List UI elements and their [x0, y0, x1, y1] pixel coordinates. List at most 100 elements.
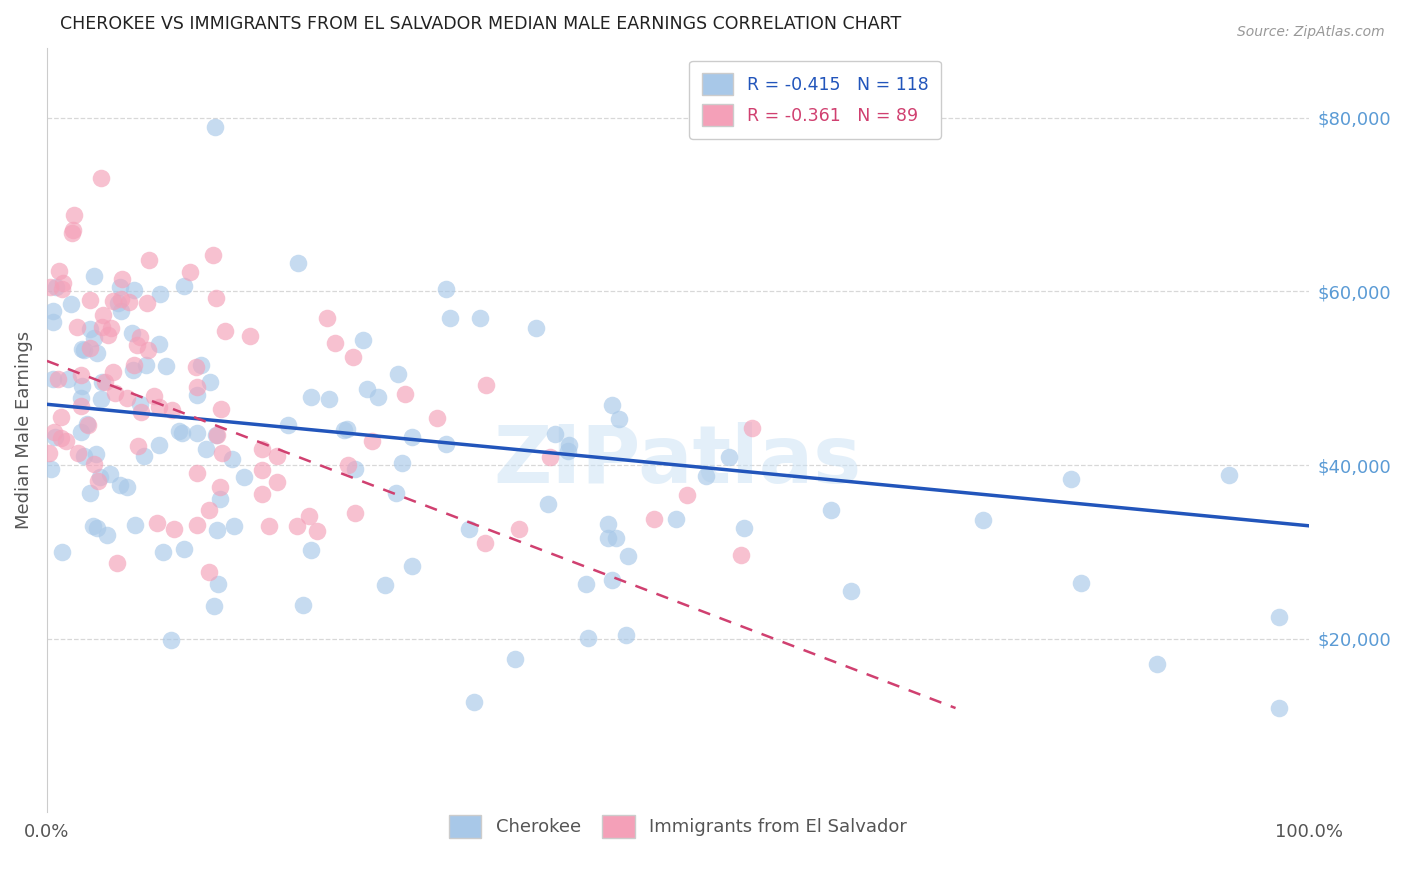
Point	[839, 583, 862, 598]
Point	[42, 303, 65, 318]
Point	[104, 385, 127, 400]
Point	[266, 475, 288, 489]
Point	[44, 430, 66, 444]
Point	[115, 480, 138, 494]
Point	[665, 512, 688, 526]
Point	[101, 293, 124, 308]
Point	[186, 359, 208, 374]
Point	[356, 383, 378, 397]
Point	[79, 293, 101, 308]
Point	[122, 283, 145, 297]
Point	[458, 522, 481, 536]
Point	[524, 320, 547, 334]
Point	[557, 443, 579, 458]
Point	[222, 519, 245, 533]
Point	[142, 389, 165, 403]
Point	[42, 315, 65, 329]
Point	[614, 628, 637, 642]
Point	[70, 368, 93, 383]
Point	[111, 272, 134, 286]
Point	[259, 519, 281, 533]
Point	[70, 425, 93, 439]
Point	[717, 450, 740, 464]
Point	[83, 458, 105, 472]
Point	[596, 531, 619, 545]
Point	[90, 392, 112, 406]
Point	[197, 565, 219, 579]
Y-axis label: Median Male Earnings: Median Male Earnings	[15, 331, 32, 529]
Point	[148, 336, 170, 351]
Point	[474, 536, 496, 550]
Point	[48, 264, 70, 278]
Point	[51, 282, 73, 296]
Point	[127, 439, 149, 453]
Point	[66, 320, 89, 334]
Point	[342, 350, 364, 364]
Point	[51, 431, 73, 445]
Point	[820, 503, 842, 517]
Point	[51, 545, 73, 559]
Point	[91, 375, 114, 389]
Point	[299, 543, 322, 558]
Point	[97, 327, 120, 342]
Point	[209, 492, 232, 507]
Point	[352, 333, 374, 347]
Point	[221, 452, 243, 467]
Point	[42, 371, 65, 385]
Point	[538, 450, 561, 464]
Point	[38, 446, 60, 460]
Point	[66, 446, 89, 460]
Point	[73, 343, 96, 357]
Point	[211, 446, 233, 460]
Point	[155, 359, 177, 374]
Point	[86, 521, 108, 535]
Point	[186, 388, 208, 402]
Point	[205, 291, 228, 305]
Point	[124, 517, 146, 532]
Point	[1267, 701, 1289, 715]
Point	[121, 363, 143, 377]
Point	[730, 548, 752, 562]
Point	[194, 442, 217, 457]
Point	[115, 392, 138, 406]
Point	[205, 428, 228, 442]
Point	[207, 427, 229, 442]
Point	[544, 427, 567, 442]
Point	[239, 329, 262, 343]
Point	[79, 322, 101, 336]
Point	[160, 403, 183, 417]
Point	[52, 276, 75, 290]
Point	[299, 390, 322, 404]
Point	[107, 296, 129, 310]
Point	[508, 522, 530, 536]
Point	[426, 411, 449, 425]
Point	[360, 434, 382, 448]
Point	[576, 631, 599, 645]
Point	[298, 509, 321, 524]
Point	[401, 558, 423, 573]
Point	[201, 248, 224, 262]
Point	[82, 518, 104, 533]
Point	[204, 120, 226, 134]
Point	[138, 253, 160, 268]
Point	[136, 343, 159, 357]
Point	[135, 295, 157, 310]
Point	[468, 311, 491, 326]
Point	[186, 380, 208, 394]
Point	[124, 359, 146, 373]
Point	[163, 522, 186, 536]
Point	[190, 359, 212, 373]
Point	[91, 308, 114, 322]
Point	[49, 410, 72, 425]
Point	[69, 392, 91, 406]
Point	[285, 518, 308, 533]
Point	[252, 463, 274, 477]
Point	[121, 326, 143, 341]
Point	[598, 517, 620, 532]
Point	[160, 633, 183, 648]
Point	[1268, 609, 1291, 624]
Point	[335, 422, 357, 436]
Point	[129, 404, 152, 418]
Point	[207, 523, 229, 537]
Point	[76, 417, 98, 432]
